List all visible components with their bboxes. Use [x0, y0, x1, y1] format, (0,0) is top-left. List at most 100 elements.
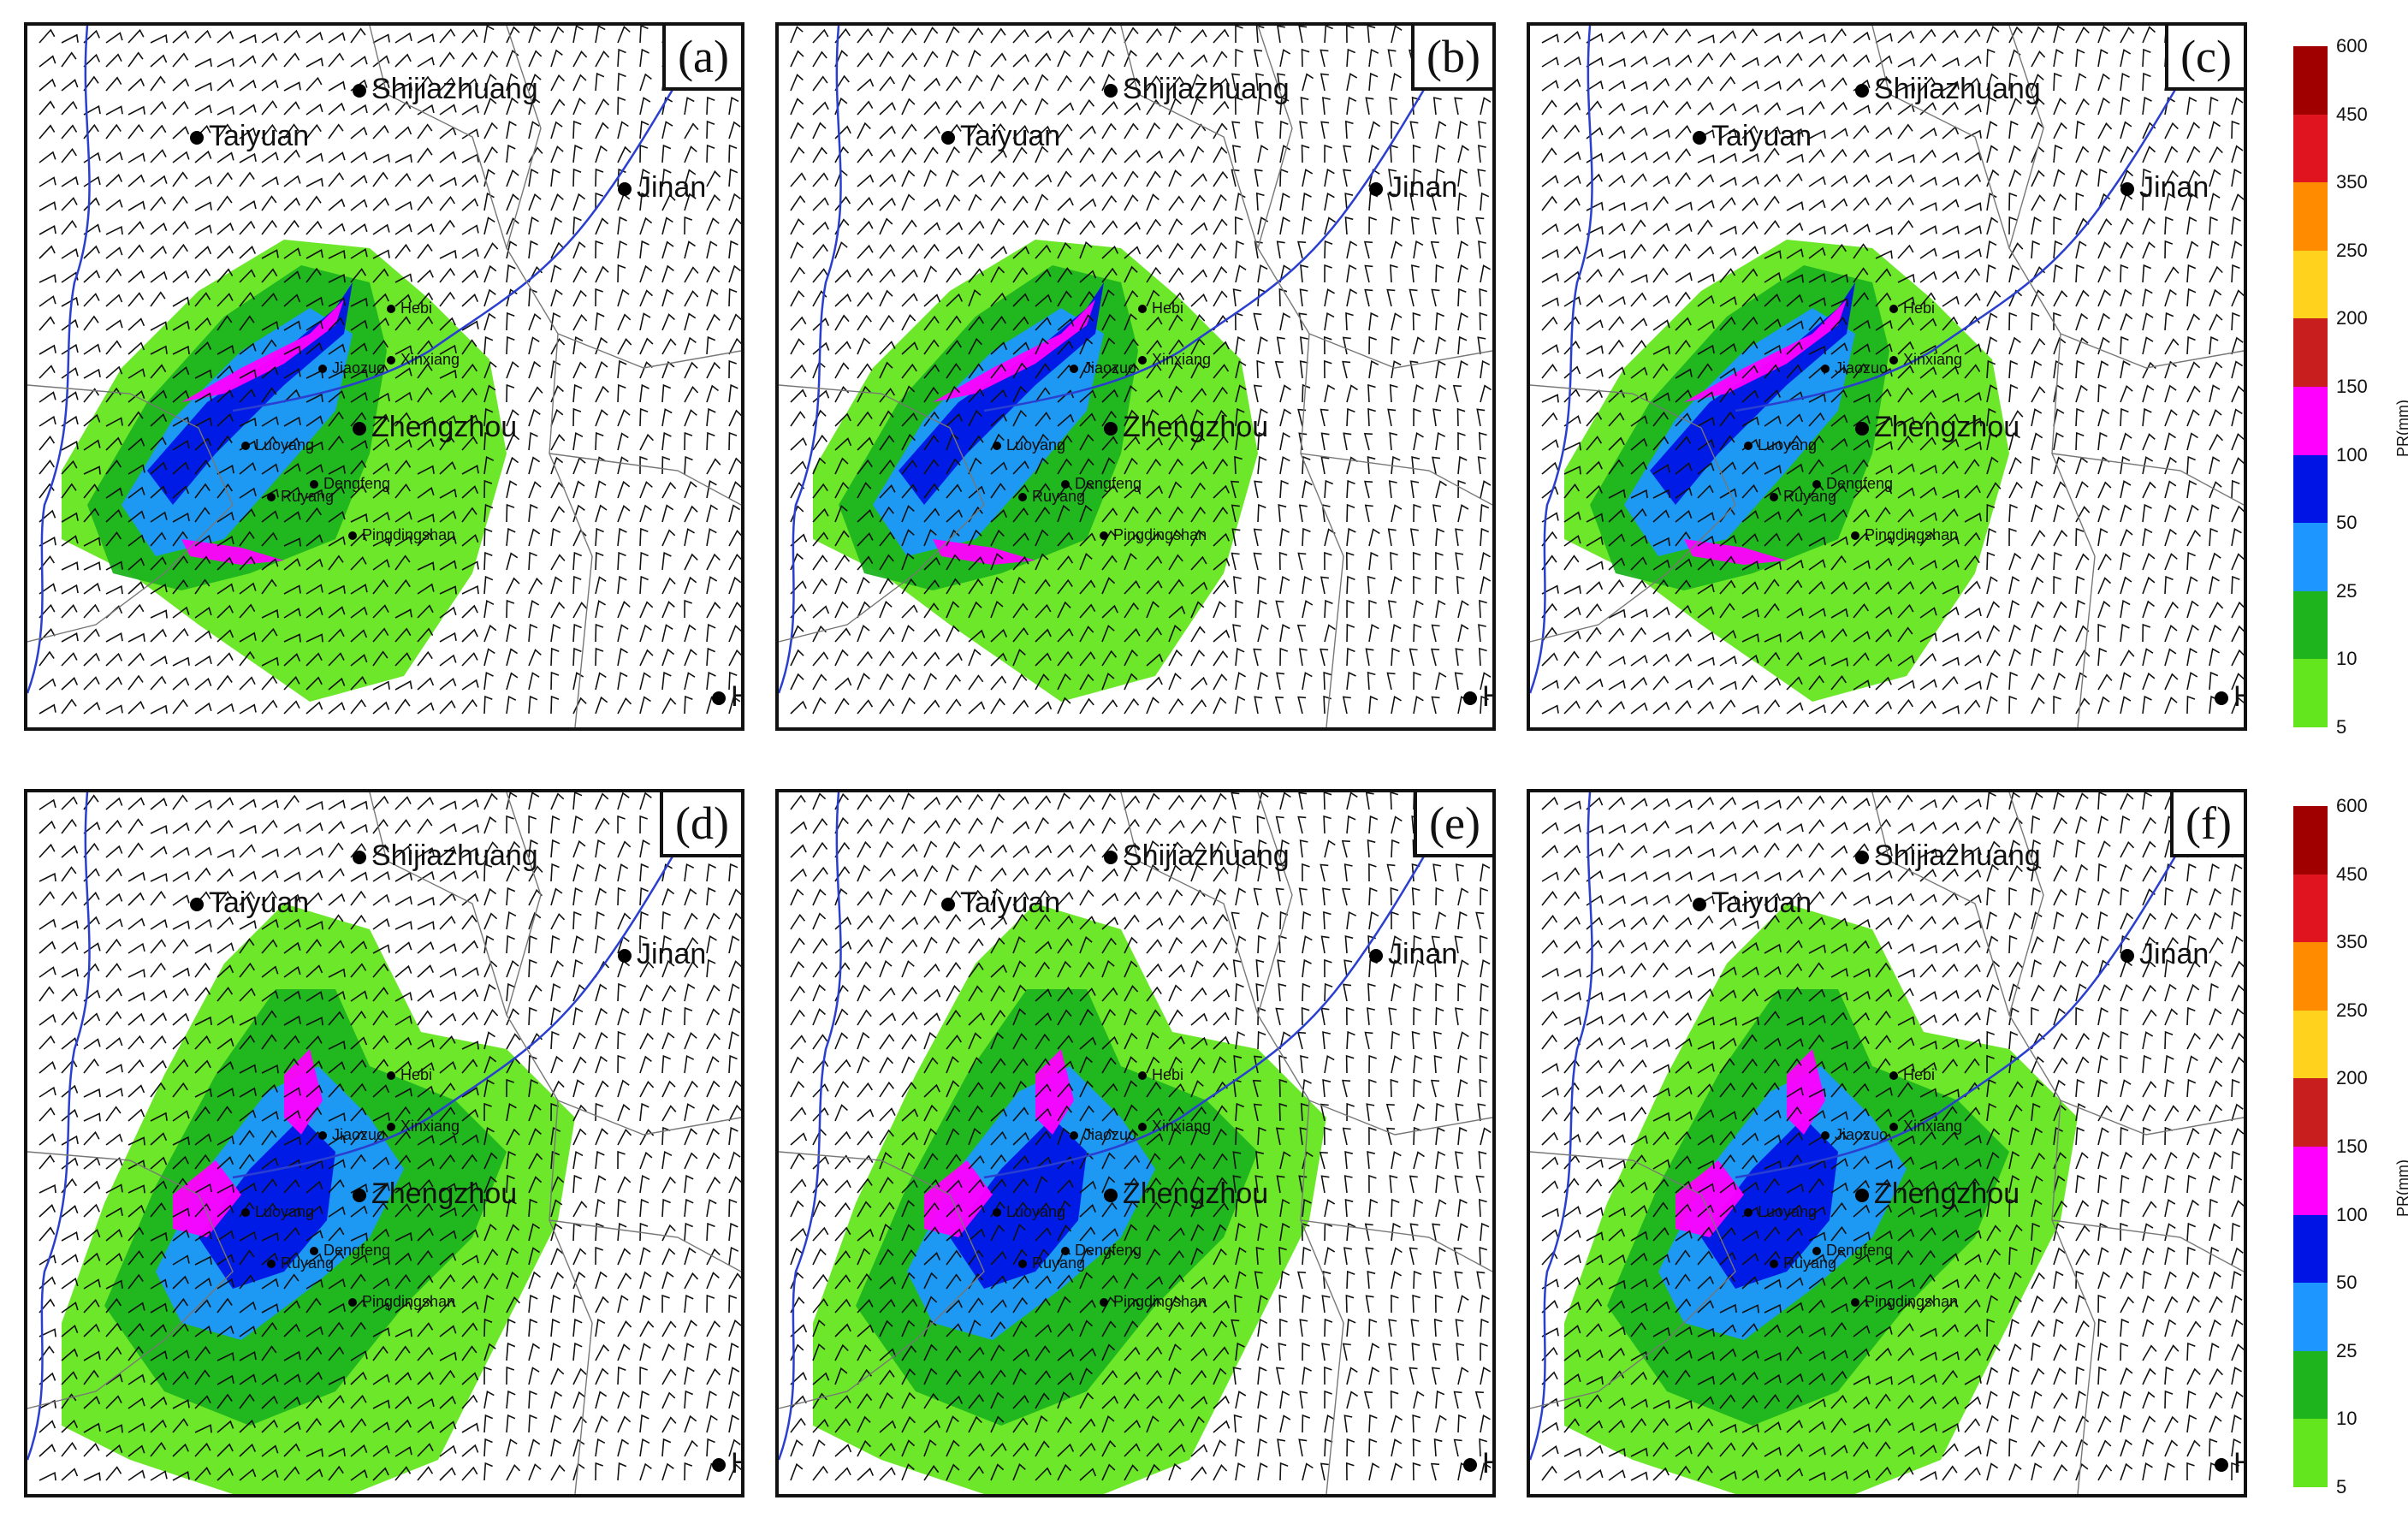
wind-barb: [1719, 488, 1737, 499]
wind-barb: [394, 1301, 412, 1314]
wind-barb: [1608, 489, 1626, 499]
wind-barb: [1101, 1395, 1118, 1409]
wind-barb: [879, 840, 893, 858]
wind-barb: [394, 845, 412, 858]
wind-barb: [1697, 631, 1715, 643]
wind-barb: [216, 435, 233, 451]
wind-barb: [706, 1104, 720, 1122]
wind-barb: [572, 240, 586, 259]
wind-barb: [239, 1274, 256, 1290]
wind-barb: [239, 315, 255, 331]
wind-barb: [1808, 129, 1826, 139]
wind-barb: [83, 439, 101, 451]
wind-barb: [1035, 1324, 1053, 1337]
wind-barb: [1300, 1055, 1308, 1074]
wind-barb: [1630, 366, 1648, 379]
wind-barb: [1365, 97, 1374, 116]
wind-barb: [305, 892, 323, 906]
wind-barb: [1652, 195, 1669, 211]
wind-barb: [1255, 983, 1265, 1002]
wind-barb: [923, 1319, 937, 1337]
wind-barb: [1986, 193, 1997, 211]
wind-barb: [1853, 104, 1871, 116]
wind-barb: [1630, 219, 1646, 235]
wind-barb: [1368, 910, 1379, 930]
wind-barb: [1146, 891, 1163, 906]
wind-barb: [461, 560, 479, 571]
city-name: Pingdingshan: [362, 1293, 456, 1310]
wind-barb: [194, 437, 212, 451]
wind-barb: [128, 534, 145, 547]
wind-barb: [857, 411, 873, 427]
wind-barb: [216, 1278, 234, 1290]
wind-barb: [350, 1321, 366, 1337]
wind-barb: [83, 676, 100, 691]
wind-barb: [572, 26, 584, 44]
wind-barb: [1235, 1030, 1246, 1050]
wind-barb: [1391, 1462, 1403, 1481]
wind-barb: [1124, 1129, 1139, 1146]
wind-barb: [1608, 608, 1626, 619]
wind-barb: [1012, 673, 1028, 691]
wind-barb: [923, 1201, 940, 1218]
wind-barb: [728, 409, 741, 427]
wind-barb: [128, 51, 144, 68]
wind-barb: [1012, 960, 1027, 978]
wind-barb: [2008, 671, 2019, 691]
wind-barb: [684, 480, 697, 499]
wind-barb: [305, 195, 322, 211]
wind-barb: [283, 1178, 300, 1194]
wind-barb: [1344, 120, 1354, 139]
wind-barb: [283, 871, 301, 882]
wind-barb: [1986, 407, 1996, 427]
wind-barb: [61, 1371, 78, 1385]
wind-barb: [879, 1369, 895, 1385]
wind-barb: [1786, 702, 1804, 715]
wind-barb: [1476, 408, 1486, 427]
wind-barb: [1741, 80, 1759, 92]
wind-barb: [572, 1150, 584, 1170]
wind-barb: [128, 1226, 145, 1242]
wind-barb: [595, 672, 607, 691]
wind-barb: [1101, 1008, 1116, 1026]
wind-barb: [901, 460, 917, 475]
wind-barb: [2031, 74, 2044, 92]
wind-barb: [1964, 798, 1982, 810]
wind-barb: [328, 1302, 346, 1314]
border-line: [557, 1100, 741, 1136]
wind-barb: [1388, 1319, 1397, 1337]
wind-barb: [1368, 1343, 1380, 1361]
wind-barb: [305, 1017, 323, 1026]
wind-barb: [394, 1372, 412, 1385]
wind-barb: [1235, 1271, 1247, 1290]
wind-barb: [1146, 1248, 1161, 1266]
wind-barb: [1586, 412, 1603, 427]
wind-barb: [790, 1272, 804, 1290]
wind-barb: [1412, 1294, 1420, 1314]
wind-barb: [990, 316, 1007, 331]
wind-barb: [923, 556, 940, 571]
wind-barb: [194, 392, 212, 403]
wind-barb: [105, 1322, 122, 1337]
wind-barb: [372, 413, 390, 427]
wind-barb: [1853, 243, 1869, 259]
wind-barb: [372, 1228, 390, 1242]
wind-barb: [684, 863, 695, 882]
city-name: Hefe: [2233, 680, 2244, 713]
wind-barb: [1079, 1248, 1094, 1266]
wind-barb: [394, 1154, 412, 1170]
wind-barb: [461, 967, 479, 978]
wind-barb: [417, 222, 435, 235]
wind-barb: [1231, 121, 1241, 139]
wind-barb: [1586, 581, 1604, 595]
wind-barb: [684, 455, 693, 475]
wind-barb: [417, 269, 434, 283]
wind-barb: [461, 652, 478, 667]
wind-barb: [1786, 106, 1804, 116]
wind-barb: [283, 1087, 301, 1098]
wind-barb: [1231, 792, 1240, 810]
city-marker-icon: [241, 442, 250, 451]
wind-barb: [1719, 387, 1735, 403]
wind-barb: [61, 1205, 79, 1218]
wind-barb: [1475, 1175, 1485, 1194]
